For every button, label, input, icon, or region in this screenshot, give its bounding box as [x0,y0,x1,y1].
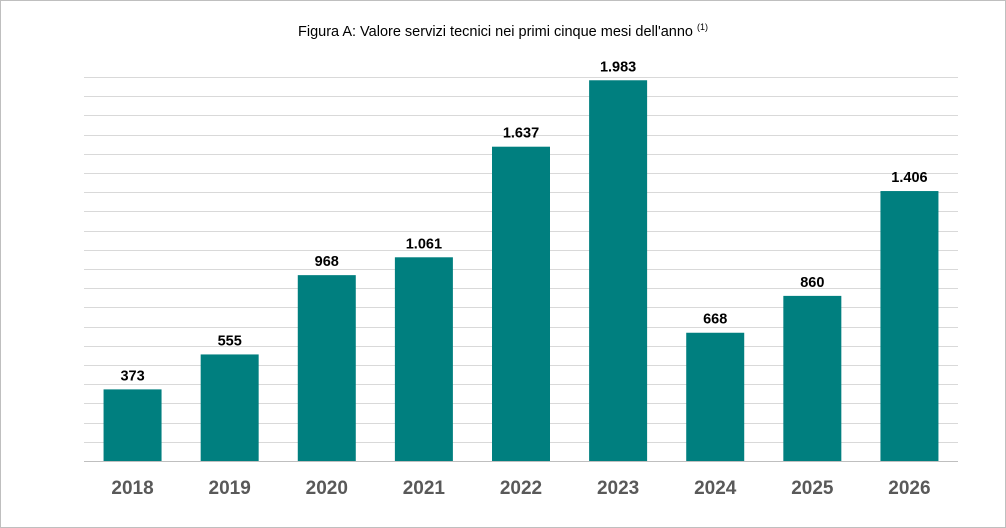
data-label-2025: 860 [800,275,824,291]
data-label-2026: 1.406 [891,170,927,186]
bar-2019 [200,354,259,461]
x-tick-2026: 2026 [888,478,930,499]
bar-2023 [589,80,648,461]
x-tick-2022: 2022 [500,478,542,499]
data-label-2018: 373 [120,368,144,384]
chart-title: Figura A: Valore servizi tecnici nei pri… [0,22,1006,40]
data-labels: 373 555 968 1.061 1.637 1.983 668 860 1.406 [120,59,927,384]
x-tick-labels: 2018 2019 2020 2021 2022 2023 2024 2025 2026 [111,478,930,499]
data-label-2020: 968 [315,254,339,270]
x-tick-2023: 2023 [597,478,639,499]
data-label-2019: 555 [218,333,242,349]
data-label-2021: 1.061 [406,236,442,252]
x-tick-2018: 2018 [111,478,153,499]
x-tick-2021: 2021 [403,478,446,499]
x-tick-2025: 2025 [791,478,834,499]
chart-title-text: Figura A: Valore servizi tecnici nei pri… [298,24,693,40]
bars [103,80,939,462]
bar-2021 [394,257,453,461]
bar-2024 [686,332,745,461]
x-tick-2024: 2024 [694,478,737,499]
bar-2020 [297,275,356,461]
chart-title-note: (1) [696,22,708,32]
data-label-2023: 1.983 [600,59,636,75]
x-tick-2020: 2020 [306,478,348,499]
bar-2026 [880,191,939,461]
data-label-2024: 668 [703,312,727,328]
bar-2025 [783,295,842,461]
bar-2022 [492,146,550,462]
x-tick-2019: 2019 [209,478,251,499]
bar-2018 [103,389,162,461]
data-label-2022: 1.637 [503,126,539,142]
